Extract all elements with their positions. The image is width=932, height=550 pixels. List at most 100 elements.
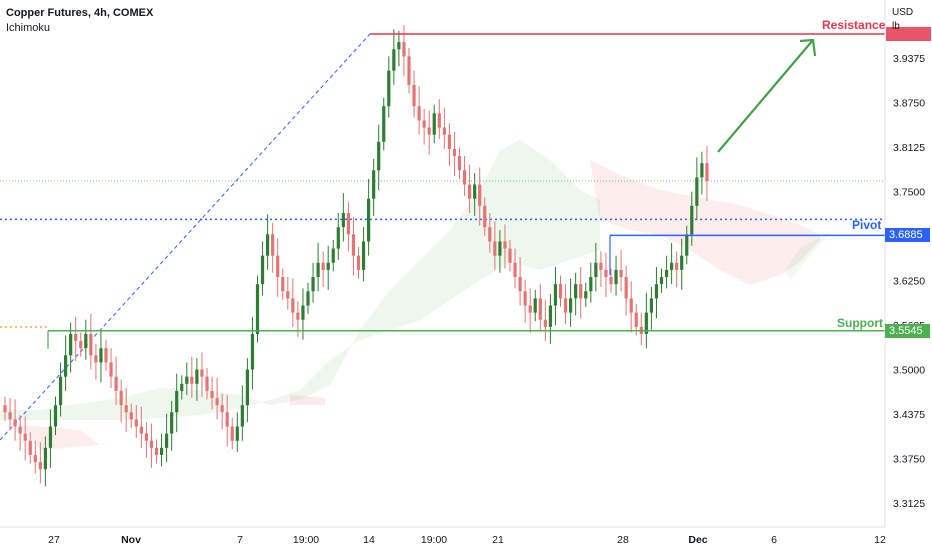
candle-up [690,191,694,246]
cloud-bearish-mid [290,395,325,405]
y-tick-label: 3.3750 [893,454,925,466]
indicator-label[interactable]: Ichimoku [6,22,51,34]
candle-up [397,30,401,67]
candle-body [417,106,421,121]
symbol-title[interactable]: Copper Futures, 4h, COMEX [6,7,154,19]
candle-down [104,339,108,371]
candle-down [417,86,421,135]
candle-body [33,454,37,463]
candle-body [341,212,345,228]
candle-up [432,104,436,144]
candle-down [478,167,482,226]
candle-body [23,433,27,441]
candle-body [260,255,265,285]
price-unit: USD lb [892,6,913,34]
currency-label: USD [892,7,914,18]
candle-down [528,288,532,333]
candle-up [361,227,366,282]
candle-up [533,289,537,322]
candle-down [483,197,487,236]
candle-up [316,242,320,292]
candle-body [695,177,699,206]
candle-up [84,319,88,360]
candle-down [139,406,143,448]
candle-body [457,156,462,171]
candle-body [200,369,204,377]
candle-down [599,251,603,287]
candle-body [367,198,371,242]
candle-body [276,255,280,278]
candle-down [286,277,290,310]
candle-body [250,333,255,370]
candle-body [372,170,376,199]
candle-down [629,281,633,333]
candle-body [43,447,47,470]
x-tick-label: Nov [121,534,141,546]
candle-down [437,99,441,139]
candle-body [321,262,325,270]
arrow-shaft [717,39,814,153]
candle-down [563,284,568,325]
candle-down [230,417,234,450]
ichimoku-cloud [0,140,830,450]
candle-up [180,375,184,400]
candle-down [33,440,37,474]
candle-down [457,147,462,179]
candle-body [291,298,295,313]
candle-body [180,383,184,391]
candle-body [624,277,628,299]
cloud-bearish [590,160,820,285]
candle-down [427,110,431,155]
candle-up [649,286,653,330]
candle-body [159,447,164,455]
candle-down [493,221,497,270]
candle-down [321,251,325,287]
candle-down [119,379,123,423]
candle-body [74,333,78,342]
y-tick-label: 3.5000 [893,365,925,377]
candle-body [175,390,179,413]
y-tick-label: 3.7500 [893,187,925,199]
candle-body [437,113,441,128]
candle-up [165,413,169,463]
candle-body [619,269,623,278]
candle-down [452,131,457,176]
candle-body [361,241,366,270]
candle-up [382,97,386,151]
candle-up [48,409,53,468]
candle-up [301,288,305,340]
candle-up [392,29,396,85]
candle-down [94,343,98,380]
candle-body [89,333,93,356]
candle-body [644,312,648,334]
candle-body [13,419,17,427]
candle-down [190,356,194,399]
candle-body [680,255,684,270]
candle-body [705,163,709,181]
candle-body [210,390,214,399]
candle-up [195,358,199,401]
candle-body [144,433,148,441]
support-label: Support [837,315,883,330]
candle-body [154,447,159,455]
candle-body [553,284,558,306]
candle-up [159,433,164,467]
candle-up [644,292,648,349]
candle-body [584,291,588,299]
candle-body [190,376,194,384]
candle-body [447,134,451,149]
candle-body [3,405,7,413]
candle-down [462,156,467,196]
candle-body [185,376,189,384]
candle-body [356,255,361,270]
candle-up [235,412,239,453]
candle-down [412,70,416,118]
y-tick-label: 3.8125 [893,142,925,154]
candle-body [558,284,563,299]
candle-body [513,262,517,278]
candle-down [488,212,492,253]
candle-body [503,241,507,249]
candle-body [8,412,12,420]
candle-down [422,109,426,145]
